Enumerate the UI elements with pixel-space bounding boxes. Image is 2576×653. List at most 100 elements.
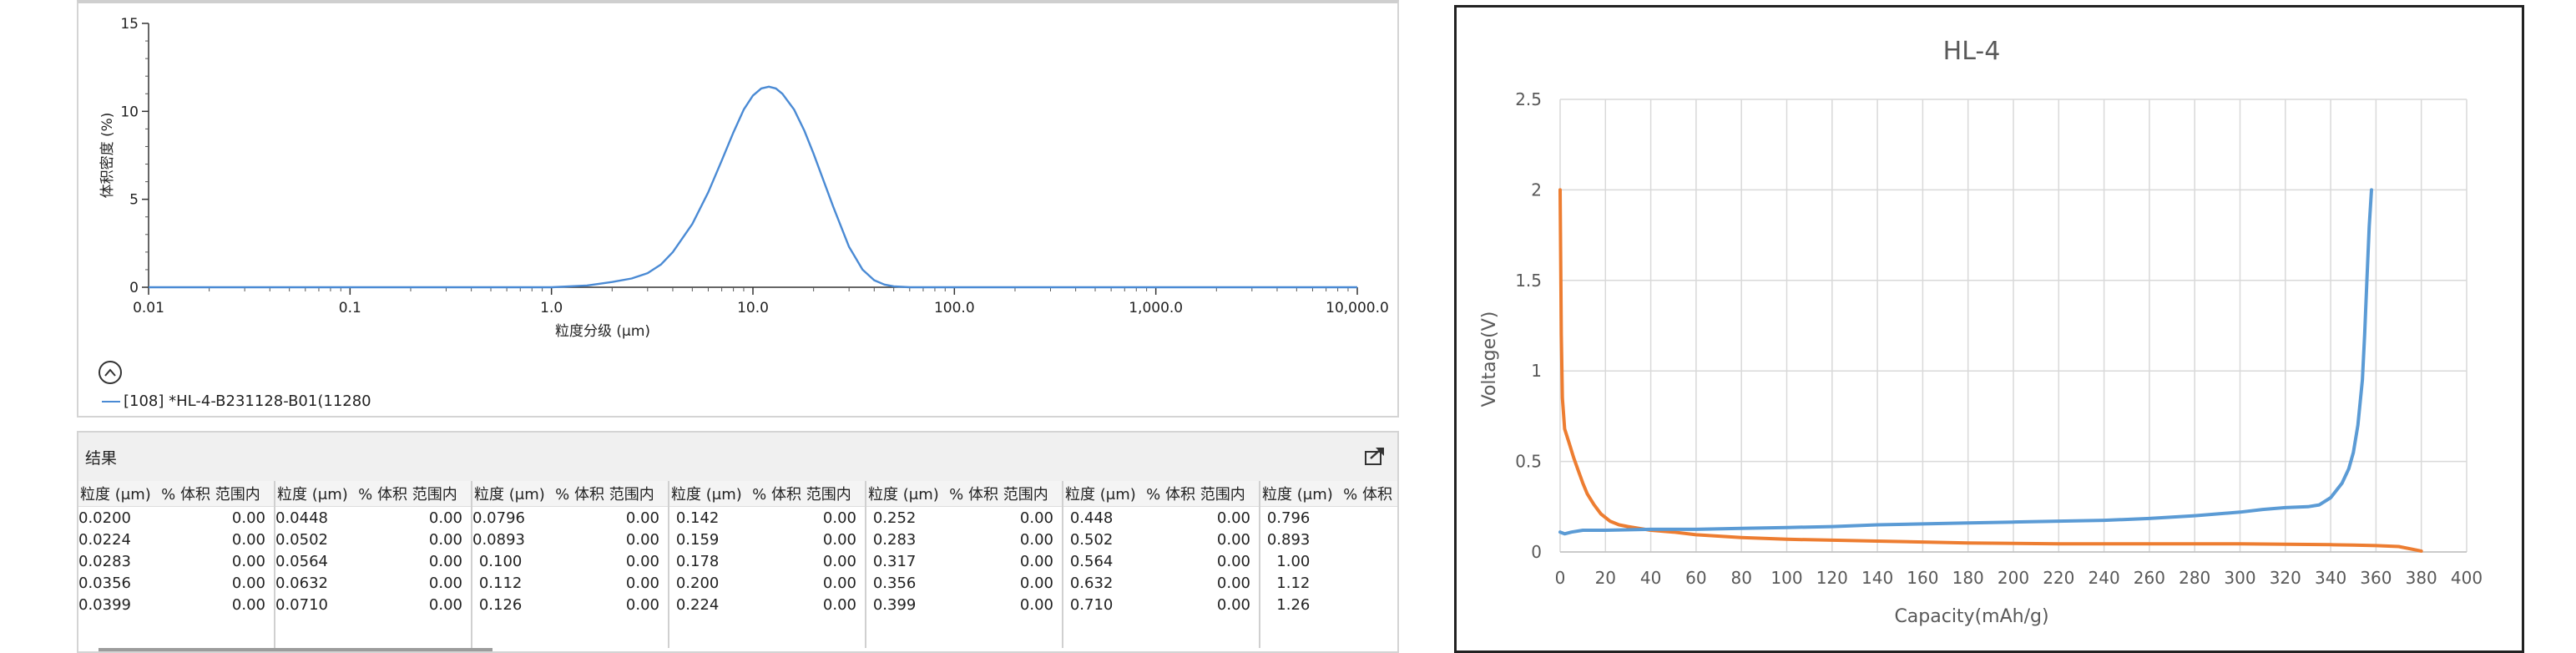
col-header-size[interactable]: 粒度 (μm) xyxy=(868,486,939,504)
size-cell: 0.0502 xyxy=(275,530,328,549)
x-tick-label: 260 xyxy=(2134,568,2165,588)
col-header-size[interactable]: 粒度 (μm) xyxy=(1262,486,1333,504)
pct-cell: 0.00 xyxy=(822,574,856,592)
table-row: 0.399 0.00 xyxy=(866,594,1062,615)
col-header-pct[interactable]: % 体积 范围内 xyxy=(1146,486,1245,504)
table-row: 0.200 0.00 xyxy=(669,572,865,594)
x-tick-label: 240 xyxy=(2089,568,2120,588)
table-row: 0.112 0.00 xyxy=(472,572,668,594)
x-tick-label: 220 xyxy=(2043,568,2074,588)
chart-title: HL-4 xyxy=(1943,37,2001,66)
pct-cell: 0.00 xyxy=(625,530,659,549)
size-cell: 0.317 xyxy=(872,552,917,570)
export-icon[interactable] xyxy=(1364,446,1386,466)
y-tick-label: 0.5 xyxy=(1515,452,1542,472)
chevron-up-icon[interactable] xyxy=(98,361,122,384)
col-header-pct[interactable]: % 体积 范围内 xyxy=(949,486,1048,504)
x-tick-label: 160 xyxy=(1907,568,1938,588)
size-cell: 0.399 xyxy=(872,595,917,614)
result-column-group: 粒度 (μm)% 体积 范围内 0.448 0.00 0.502 0.00 0.564 0.… xyxy=(1063,481,1260,648)
group-header: 粒度 (μm) % 体积 范围内 xyxy=(1260,481,1397,507)
x-tick-label: 340 xyxy=(2315,568,2346,588)
result-column-group: 粒度 (μm)% 体积 范围内 0.142 0.00 0.159 0.00 0.178 0.… xyxy=(669,481,866,648)
psd-legend[interactable]: [108] *HL-4-B231128-B01(11280 xyxy=(102,392,371,410)
table-row: 0.796 xyxy=(1260,507,1397,529)
col-header-pct[interactable]: % 体积 范围内 xyxy=(752,486,851,504)
x-tick-label: 300 xyxy=(2224,568,2255,588)
pct-cell: 0.00 xyxy=(1019,552,1053,570)
table-row: 0.0224 0.00 xyxy=(78,529,274,550)
pct-cell: 0.00 xyxy=(1216,509,1250,527)
pct-cell: 0.00 xyxy=(625,574,659,592)
size-cell: 0.178 xyxy=(675,552,720,570)
y-tick-label: 10 xyxy=(120,104,139,120)
table-row: 1.12 xyxy=(1260,572,1397,594)
table-row: 0.632 0.00 xyxy=(1063,572,1259,594)
col-header-size[interactable]: 粒度 (μm) xyxy=(671,486,742,504)
pct-cell: 0.00 xyxy=(231,574,265,592)
x-tick-label: 10.0 xyxy=(737,300,769,316)
size-cell: 0.126 xyxy=(478,595,523,614)
col-header-size[interactable]: 粒度 (μm) xyxy=(80,486,151,504)
psd-panel: 0 5 10 15 0.01 0.1 1.0 10.0 100.0 1,000.0 10,000.0… xyxy=(77,0,1399,418)
group-header: 粒度 (μm) % 体积 范围内 xyxy=(78,481,274,507)
col-header-pct[interactable]: % 体积 范围内 xyxy=(358,486,457,504)
pct-cell: 0.00 xyxy=(428,552,462,570)
table-row: 0.0564 0.00 xyxy=(275,550,471,572)
table-row: 0.0893 0.00 xyxy=(472,529,668,550)
x-tick-label: 140 xyxy=(1861,568,1893,588)
pct-cell: 0.00 xyxy=(822,509,856,527)
table-row: 0.564 0.00 xyxy=(1063,550,1259,572)
col-header-pct[interactable]: % 体积 范围内 xyxy=(555,486,654,504)
size-cell: 0.632 xyxy=(1069,574,1114,592)
table-row: 0.142 0.00 xyxy=(669,507,865,529)
table-row: 0.448 0.00 xyxy=(1063,507,1259,529)
result-column-group: 粒度 (μm) % 体积 范围内 0.0200 0.00 0.0224 0.00 0.028… xyxy=(78,481,275,648)
legend-label: [108] *HL-4-B231128-B01(11280 xyxy=(124,392,371,410)
size-cell: 0.564 xyxy=(1069,552,1114,570)
table-row: 0.0356 0.00 xyxy=(78,572,274,594)
group-header: 粒度 (μm) % 体积 范围内 xyxy=(866,481,1062,507)
size-cell: 0.0399 xyxy=(78,595,131,614)
pct-cell: 0.00 xyxy=(822,552,856,570)
pct-cell: 0.00 xyxy=(231,509,265,527)
psd-series-line xyxy=(149,85,1357,289)
voltage-chart: HL-40 20 40 60 80 100 120 140 160 180 200 220 240 260… xyxy=(1479,37,2483,627)
table-row: 0.0796 0.00 xyxy=(472,507,668,529)
pct-cell: 0.00 xyxy=(1216,574,1250,592)
table-row: 0.0632 0.00 xyxy=(275,572,471,594)
col-header-size[interactable]: 粒度 (μm) xyxy=(474,486,545,504)
size-cell: 0.0200 xyxy=(78,509,131,527)
pct-cell: 0.00 xyxy=(231,530,265,549)
results-header: 结果 xyxy=(78,433,1397,482)
results-table: 粒度 (μm) % 体积 范围内 0.0200 0.00 0.0224 0.00 0.028… xyxy=(78,481,1397,648)
y-axis-label: Voltage(V) xyxy=(1479,311,1500,407)
size-cell: 0.0224 xyxy=(78,530,131,549)
size-cell: 0.0283 xyxy=(78,552,131,570)
col-header-size[interactable]: 粒度 (μm) xyxy=(1065,486,1136,504)
table-row: 0.252 0.00 xyxy=(866,507,1062,529)
horizontal-scrollbar[interactable] xyxy=(98,648,492,651)
charge-series-line xyxy=(1558,188,2373,536)
size-cell: 0.112 xyxy=(478,574,523,592)
pct-cell: 0.00 xyxy=(822,530,856,549)
col-header-pct[interactable]: % 体积 范围内 xyxy=(1343,486,1397,504)
y-tick-label: 1.5 xyxy=(1515,271,1542,291)
x-tick-label: 1.0 xyxy=(540,300,563,316)
col-header-size[interactable]: 粒度 (μm) xyxy=(277,486,348,504)
result-column-group: 粒度 (μm)% 体积 范围内 0.252 0.00 0.283 0.00 0.317 0.… xyxy=(866,481,1063,648)
table-row: 0.0710 0.00 xyxy=(275,594,471,615)
x-tick-label: 0.1 xyxy=(339,300,361,316)
size-cell: 0.252 xyxy=(872,509,917,527)
col-header-pct[interactable]: % 体积 范围内 xyxy=(161,486,260,504)
pct-cell: 0.00 xyxy=(428,530,462,549)
x-tick-label: 60 xyxy=(1685,568,1706,588)
x-tick-label: 20 xyxy=(1595,568,1616,588)
pct-cell: 0.00 xyxy=(1019,595,1053,614)
x-axis-label: Capacity(mAh/g) xyxy=(1894,606,2048,627)
results-panel: 结果 粒度 (μm)% 体积 范围内 0.0200 0.00 0.0224 0.00 0.… xyxy=(77,431,1399,653)
y-tick-label: 15 xyxy=(120,16,139,33)
pct-cell: 0.00 xyxy=(428,509,462,527)
x-tick-label: 180 xyxy=(1952,568,1984,588)
size-cell: 0.100 xyxy=(478,552,523,570)
